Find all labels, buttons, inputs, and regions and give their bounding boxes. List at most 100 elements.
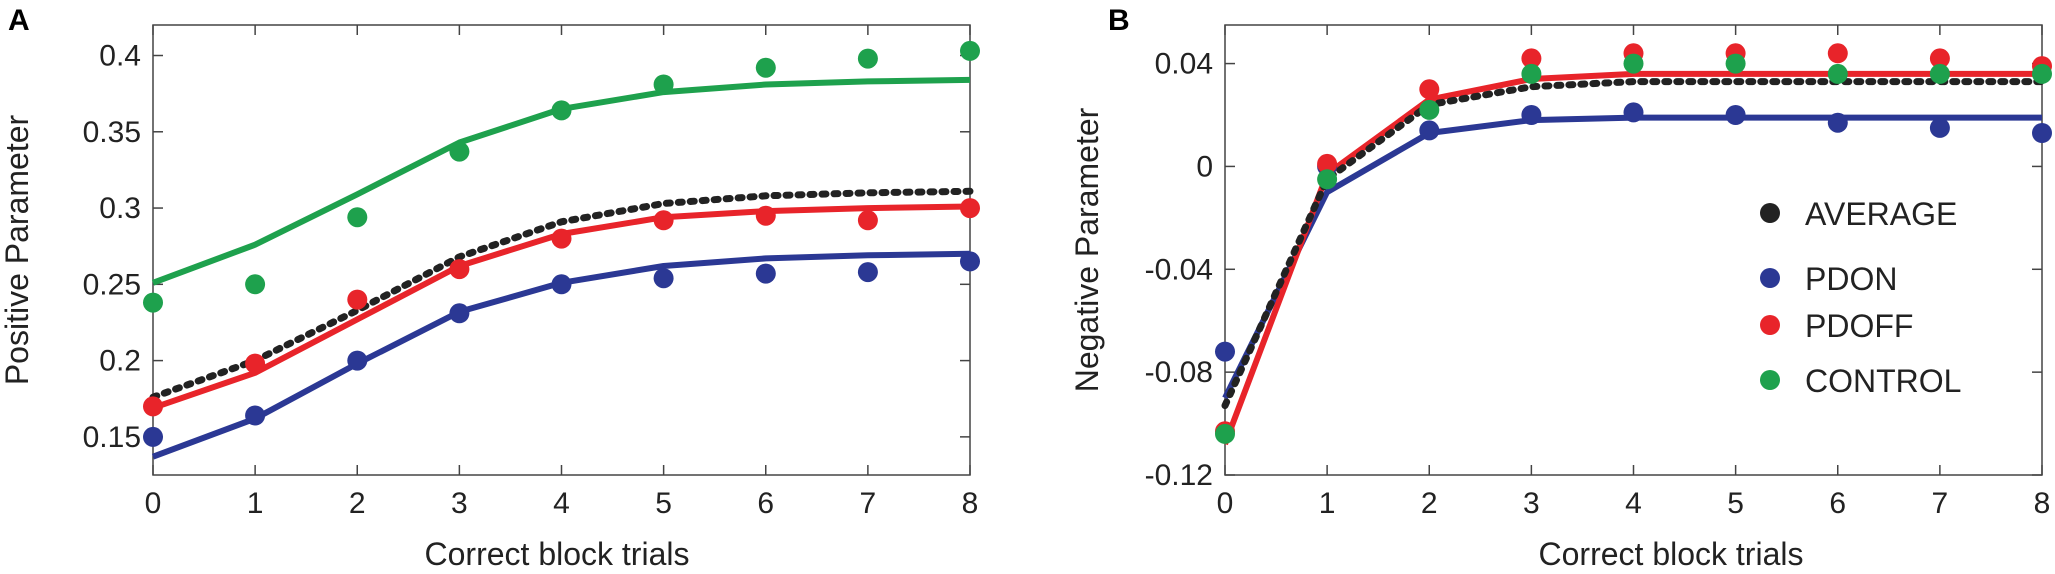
panel-a-point-pdoff	[857, 210, 878, 231]
panel-b-point-pdoff	[1419, 79, 1440, 100]
panel-a-y-tick-label: 0.25	[83, 268, 141, 301]
panel-b-point-pdon	[1521, 105, 1542, 125]
panel-a-point-pdoff	[551, 228, 572, 249]
panel-b-y-tick-label: -0.04	[1145, 253, 1213, 286]
panel-a-point-pdon	[143, 426, 163, 447]
panel-a-point-control	[551, 100, 572, 121]
panel-b-point-control	[2032, 63, 2052, 84]
panel-a-point-control	[653, 74, 674, 95]
legend-label-pdoff: PDOFF	[1805, 308, 1913, 344]
panel-b-point-pdon	[1929, 117, 1950, 138]
legend-label-pdon: PDON	[1805, 261, 1897, 297]
panel-a-point-control	[143, 292, 163, 313]
panel-a-y-tick-label: 0.3	[99, 192, 141, 225]
panel-a-y-tick-label: 0.2	[99, 345, 141, 378]
panel-b-series	[1215, 43, 2052, 446]
panel-b-point-pdon	[1725, 105, 1746, 125]
panel-a-x-tick-label: 2	[349, 487, 366, 520]
legend-entry-pdoff: PDOFF	[1760, 308, 1913, 344]
panel-b-point-control	[1827, 63, 1848, 84]
panel-b-point-pdoff	[1929, 48, 1950, 69]
legend: AVERAGE PDON PDOFF CONTROL	[1760, 196, 1961, 399]
panel-b-point-pdon	[1419, 120, 1440, 141]
panel-b-point-pdoff	[1317, 153, 1338, 174]
panel-b-x-tick-label: 8	[2034, 487, 2051, 520]
panel-a-point-control	[960, 40, 980, 61]
panel-a-x-tick-label: 0	[145, 487, 162, 520]
panel-a-point-pdoff	[653, 210, 674, 231]
panel-a-point-control	[449, 141, 470, 162]
panel-b-x-tick-label: 2	[1421, 487, 1438, 520]
panel-a-y-tick-label: 0.4	[99, 40, 141, 73]
panel-a-point-pdoff	[245, 353, 266, 374]
panel-a-point-pdon	[960, 251, 980, 272]
panel-b-x-tick-label: 3	[1523, 487, 1540, 520]
panel-b-point-control	[1623, 53, 1644, 74]
panel-b-fit-line-average	[1221, 78, 2046, 410]
panel-b-point-pdon	[1623, 102, 1644, 123]
panel-a-series	[143, 40, 980, 460]
legend-label-control: CONTROL	[1805, 363, 1961, 399]
panel-a-x-tick-label: 4	[553, 487, 570, 520]
panel-b: B -0.12 -0.08 -0.04 0 0.04 0 1 2 3 4 5 6 7 8 Correct…	[1069, 4, 2052, 572]
panel-a-point-control	[755, 57, 776, 78]
panel-b-point-pdon	[1827, 112, 1848, 133]
panel-a-x-tick-label: 8	[962, 487, 979, 520]
legend-marker-pdoff	[1760, 315, 1780, 335]
panel-a-letter: A	[8, 4, 30, 37]
legend-entry-pdon: PDON	[1760, 261, 1897, 297]
panel-b-point-control	[1725, 53, 1746, 74]
panel-a-y-tick-label: 0.35	[83, 116, 141, 149]
panel-a-point-pdoff	[960, 198, 980, 219]
panel-a-x-tick-label: 1	[247, 487, 264, 520]
panel-a-point-pdon	[347, 350, 368, 371]
panel-a-point-pdon	[449, 303, 470, 324]
legend-entry-average: AVERAGE	[1760, 196, 1957, 232]
panel-b-letter: B	[1108, 4, 1130, 37]
panel-b-y-tick-label: -0.12	[1145, 459, 1213, 492]
legend-marker-average	[1760, 203, 1780, 223]
panel-b-x-tick-label: 4	[1625, 487, 1642, 520]
panel-a-x-axis-title: Correct block trials	[425, 536, 690, 572]
panel-a-y-tick-label: 0.15	[83, 421, 141, 454]
panel-b-x-tick-label: 0	[1217, 487, 1234, 520]
panel-b-point-pdon	[1215, 341, 1235, 362]
panel-b-x-tick-label: 6	[1829, 487, 1846, 520]
panel-b-x-axis: 0 1 2 3 4 5 6 7 8	[1217, 25, 2051, 520]
panel-a-point-pdon	[653, 268, 674, 289]
panel-a-x-tick-label: 6	[757, 487, 774, 520]
panel-b-x-axis-title: Correct block trials	[1539, 536, 1804, 572]
panel-b-point-pdon	[2032, 123, 2052, 143]
panel-a-point-pdoff	[755, 205, 776, 226]
legend-marker-pdon	[1760, 268, 1780, 288]
panel-a-x-tick-label: 7	[860, 487, 877, 520]
panel-a-point-pdoff	[449, 259, 470, 280]
panel-a-point-pdon	[755, 263, 776, 284]
panel-b-point-control	[1929, 63, 1950, 84]
legend-entry-control: CONTROL	[1760, 363, 1961, 399]
panel-b-plot-frame	[1224, 24, 2043, 476]
legend-marker-control	[1760, 370, 1780, 390]
panel-b-y-tick-label: 0	[1196, 150, 1213, 183]
panel-b-y-tick-label: -0.08	[1145, 356, 1213, 389]
panel-a-fit-line-average	[149, 187, 974, 401]
panel-b-y-axis: -0.12 -0.08 -0.04 0 0.04	[1145, 48, 2042, 492]
panel-b-point-pdoff	[1827, 43, 1848, 64]
panel-a-point-control	[857, 48, 878, 69]
panel-a: A 0.15 0.2 0.25 0.3 0.35 0.4 0 1 2 3 4 5 6 7 8 Correc…	[0, 4, 980, 572]
panel-a-y-axis: 0.15 0.2 0.25 0.3 0.35 0.4	[83, 40, 970, 454]
panel-b-point-control	[1317, 169, 1338, 190]
panel-b-fit-line-pdoff	[1222, 70, 2042, 446]
panel-a-point-pdon	[857, 262, 878, 283]
panel-a-point-control	[245, 274, 266, 295]
panel-b-point-pdoff	[1521, 48, 1542, 69]
panel-b-y-tick-label: 0.04	[1155, 48, 1213, 81]
panel-b-point-control	[1521, 63, 1542, 84]
panel-b-x-tick-label: 7	[1932, 487, 1949, 520]
panel-a-point-control	[347, 207, 368, 228]
panel-b-point-control	[1419, 99, 1440, 120]
panel-a-x-tick-label: 5	[655, 487, 672, 520]
panel-b-y-axis-title: Negative Parameter	[1069, 107, 1105, 392]
panel-a-point-pdoff	[143, 396, 163, 417]
